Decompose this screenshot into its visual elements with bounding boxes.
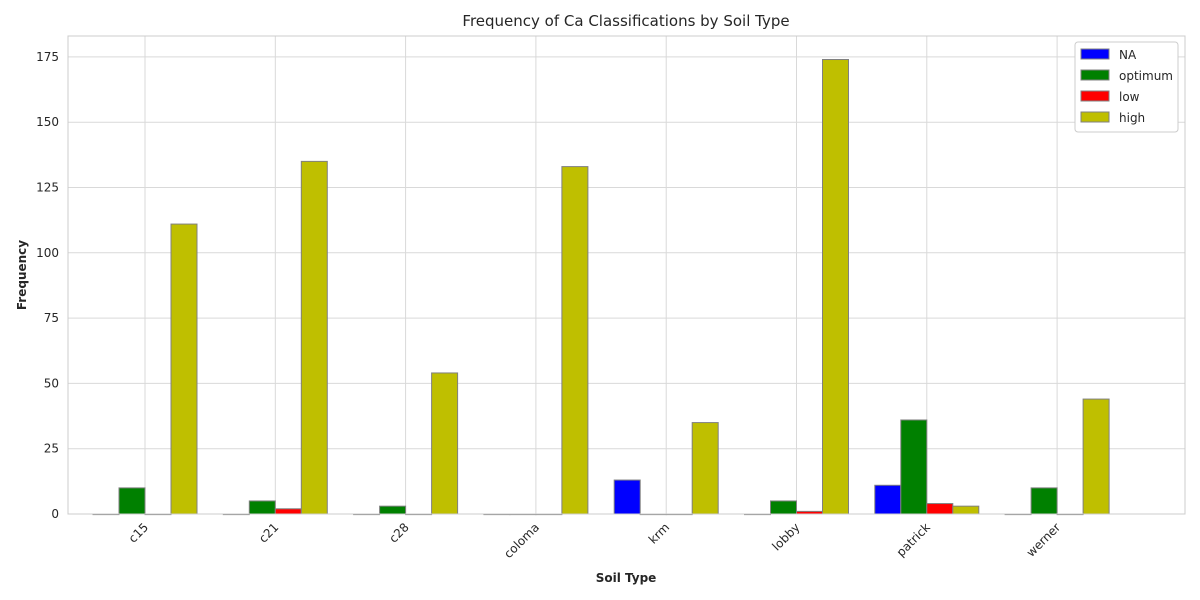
- bar-NA-patrick: [874, 484, 902, 515]
- axes-background: [68, 36, 1185, 514]
- bar-high-werner: [1082, 398, 1110, 515]
- legend-label-NA: NA: [1119, 48, 1137, 62]
- bar-high-c28: [431, 372, 459, 515]
- bar-optimum-lobby: [770, 500, 797, 515]
- bar-low-c21: [274, 508, 302, 515]
- bar-high-lobby: [822, 59, 849, 515]
- bar-NA-krm: [613, 479, 641, 515]
- y-tick-label: 125: [36, 180, 59, 194]
- legend-label-high: high: [1119, 111, 1145, 125]
- legend-label-optimum: optimum: [1119, 69, 1173, 83]
- chart-title: Frequency of Ca Classifications by Soil …: [462, 12, 789, 30]
- bar-high-c15: [170, 223, 198, 515]
- bar-optimum-werner: [1030, 487, 1058, 515]
- y-tick-label: 75: [44, 311, 59, 325]
- legend: NA optimum low high: [1074, 41, 1179, 133]
- legend-box: [1074, 41, 1179, 133]
- legend-swatch-NA: [1080, 48, 1110, 60]
- bar-high-patrick: [952, 505, 980, 515]
- bar-high-krm: [691, 422, 719, 515]
- bar-optimum-c21: [248, 500, 276, 515]
- bar-optimum-c28: [379, 505, 407, 515]
- y-axis-label: Frequency: [15, 240, 29, 310]
- y-tick-label: 25: [44, 442, 59, 456]
- bar-high-c21: [300, 160, 328, 515]
- bar-optimum-patrick: [900, 419, 928, 515]
- y-tick-label: 100: [36, 246, 59, 260]
- legend-swatch-low: [1080, 90, 1110, 102]
- y-tick-label: 50: [44, 376, 59, 390]
- legend-label-low: low: [1119, 90, 1140, 104]
- bar-low-patrick: [926, 503, 954, 515]
- axes-frame: [67, 35, 1186, 515]
- y-tick-label: 0: [51, 507, 59, 521]
- legend-swatch-optimum: [1080, 69, 1110, 81]
- bar-optimum-c15: [118, 487, 146, 515]
- x-axis-label: Soil Type: [596, 571, 657, 585]
- y-tick-label: 150: [36, 115, 59, 129]
- legend-swatch-high: [1080, 111, 1110, 123]
- y-tick-label: 175: [36, 50, 59, 64]
- bar-high-coloma: [561, 166, 589, 515]
